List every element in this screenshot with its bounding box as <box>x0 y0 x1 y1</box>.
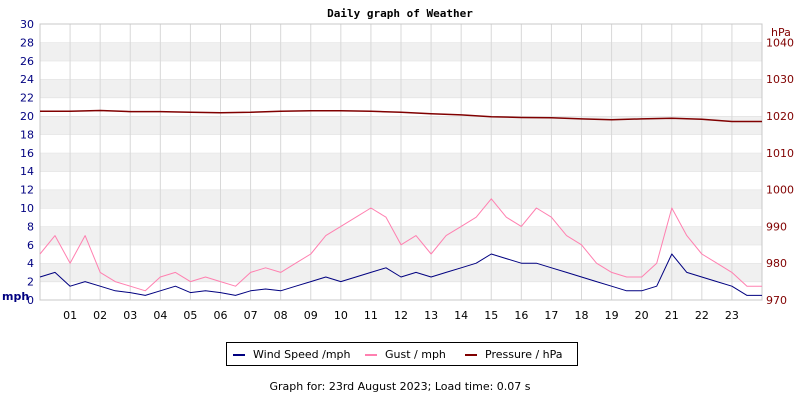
y-left-tick-label: 12 <box>20 184 34 197</box>
x-tick-label: 19 <box>605 309 619 322</box>
y-right-tick-label: 990 <box>766 220 787 233</box>
y-right-tick-label: 1010 <box>766 147 794 160</box>
x-tick-label: 05 <box>183 309 197 322</box>
x-tick-label: 02 <box>93 309 107 322</box>
vertical-grid <box>69 24 733 300</box>
x-tick-label: 09 <box>304 309 318 322</box>
legend: Wind Speed /mph Gust / mph Pressure / hP… <box>226 342 578 366</box>
y-left-tick-label: 10 <box>20 202 34 215</box>
y-left-tick-label: 20 <box>20 110 34 123</box>
x-tick-label: 01 <box>63 309 77 322</box>
legend-label-wind-speed: Wind Speed /mph <box>253 348 351 361</box>
x-tick-label: 07 <box>244 309 258 322</box>
y-left-tick-label: 22 <box>20 92 34 105</box>
y-axis-left-label: mph <box>2 290 29 303</box>
legend-item-wind-speed: Wind Speed /mph <box>233 348 351 361</box>
legend-label-pressure: Pressure / hPa <box>485 348 563 361</box>
x-tick-label: 22 <box>695 309 709 322</box>
legend-swatch-wind-speed <box>233 354 245 356</box>
series-line-pressure <box>40 109 762 123</box>
y-right-tick-label: 1040 <box>766 36 794 49</box>
y-left-tick-label: 26 <box>20 55 34 68</box>
x-tick-label: 03 <box>123 309 137 322</box>
y-right-tick-label: 1020 <box>766 110 794 123</box>
y-left-tick-label: 0 <box>27 294 34 307</box>
weather-chart: 01 02 03 04 05 06 07 08 09 10 11 12 13 14 15 16 17 18 19 20… <box>2 7 794 322</box>
y-left-tick-label: 4 <box>27 257 34 270</box>
legend-swatch-pressure <box>465 354 477 356</box>
x-tick-label: 21 <box>665 309 679 322</box>
series-layer <box>39 109 762 296</box>
chart-title: Daily graph of Weather <box>327 7 473 20</box>
x-tick-label: 11 <box>364 309 378 322</box>
x-tick-label: 15 <box>484 309 498 322</box>
y-left-tick-label: 18 <box>20 128 34 141</box>
y-right-tick-label: 1030 <box>766 73 794 86</box>
x-tick-label: 08 <box>274 309 288 322</box>
axes-layer: 01 02 03 04 05 06 07 08 09 10 11 12 13 14 15 16 17 18 19 20… <box>20 18 794 322</box>
x-tick-label: 10 <box>334 309 348 322</box>
x-tick-label: 06 <box>214 309 228 322</box>
x-tick-label: 20 <box>635 309 649 322</box>
x-tick-label: 12 <box>394 309 408 322</box>
y-left-tick-label: 16 <box>20 147 34 160</box>
legend-label-gust: Gust / mph <box>385 348 446 361</box>
y-left-tick-label: 24 <box>20 73 34 86</box>
y-left-tick-label: 6 <box>27 239 34 252</box>
x-tick-label: 16 <box>514 309 528 322</box>
legend-item-pressure: Pressure / hPa <box>465 348 563 361</box>
legend-swatch-gust <box>365 354 377 356</box>
y-left-tick-label: 14 <box>20 165 34 178</box>
footer-text: Graph for: 23rd August 2023; Load time: … <box>269 380 531 393</box>
series-line-wind <box>39 253 762 296</box>
x-tick-label: 18 <box>575 309 589 322</box>
y-left-tick-label: 2 <box>27 276 34 289</box>
y-right-tick-label: 1000 <box>766 184 794 197</box>
plot-area-border <box>39 23 763 301</box>
y-right-tick-label: 970 <box>766 294 787 307</box>
x-tick-label: 04 <box>153 309 167 322</box>
y-left-tick-label: 28 <box>20 36 34 49</box>
y-left-tick-label: 8 <box>27 220 34 233</box>
x-tick-label: 14 <box>454 309 468 322</box>
y-right-tick-label: 980 <box>766 257 787 270</box>
x-tick-label: 13 <box>424 309 438 322</box>
y-axis-right-label: hPa <box>771 26 791 39</box>
x-tick-label: 23 <box>725 309 739 322</box>
series-line-gust <box>39 198 762 292</box>
legend-item-gust: Gust / mph <box>365 348 446 361</box>
y-left-tick-label: 30 <box>20 18 34 31</box>
x-tick-label: 17 <box>544 309 558 322</box>
